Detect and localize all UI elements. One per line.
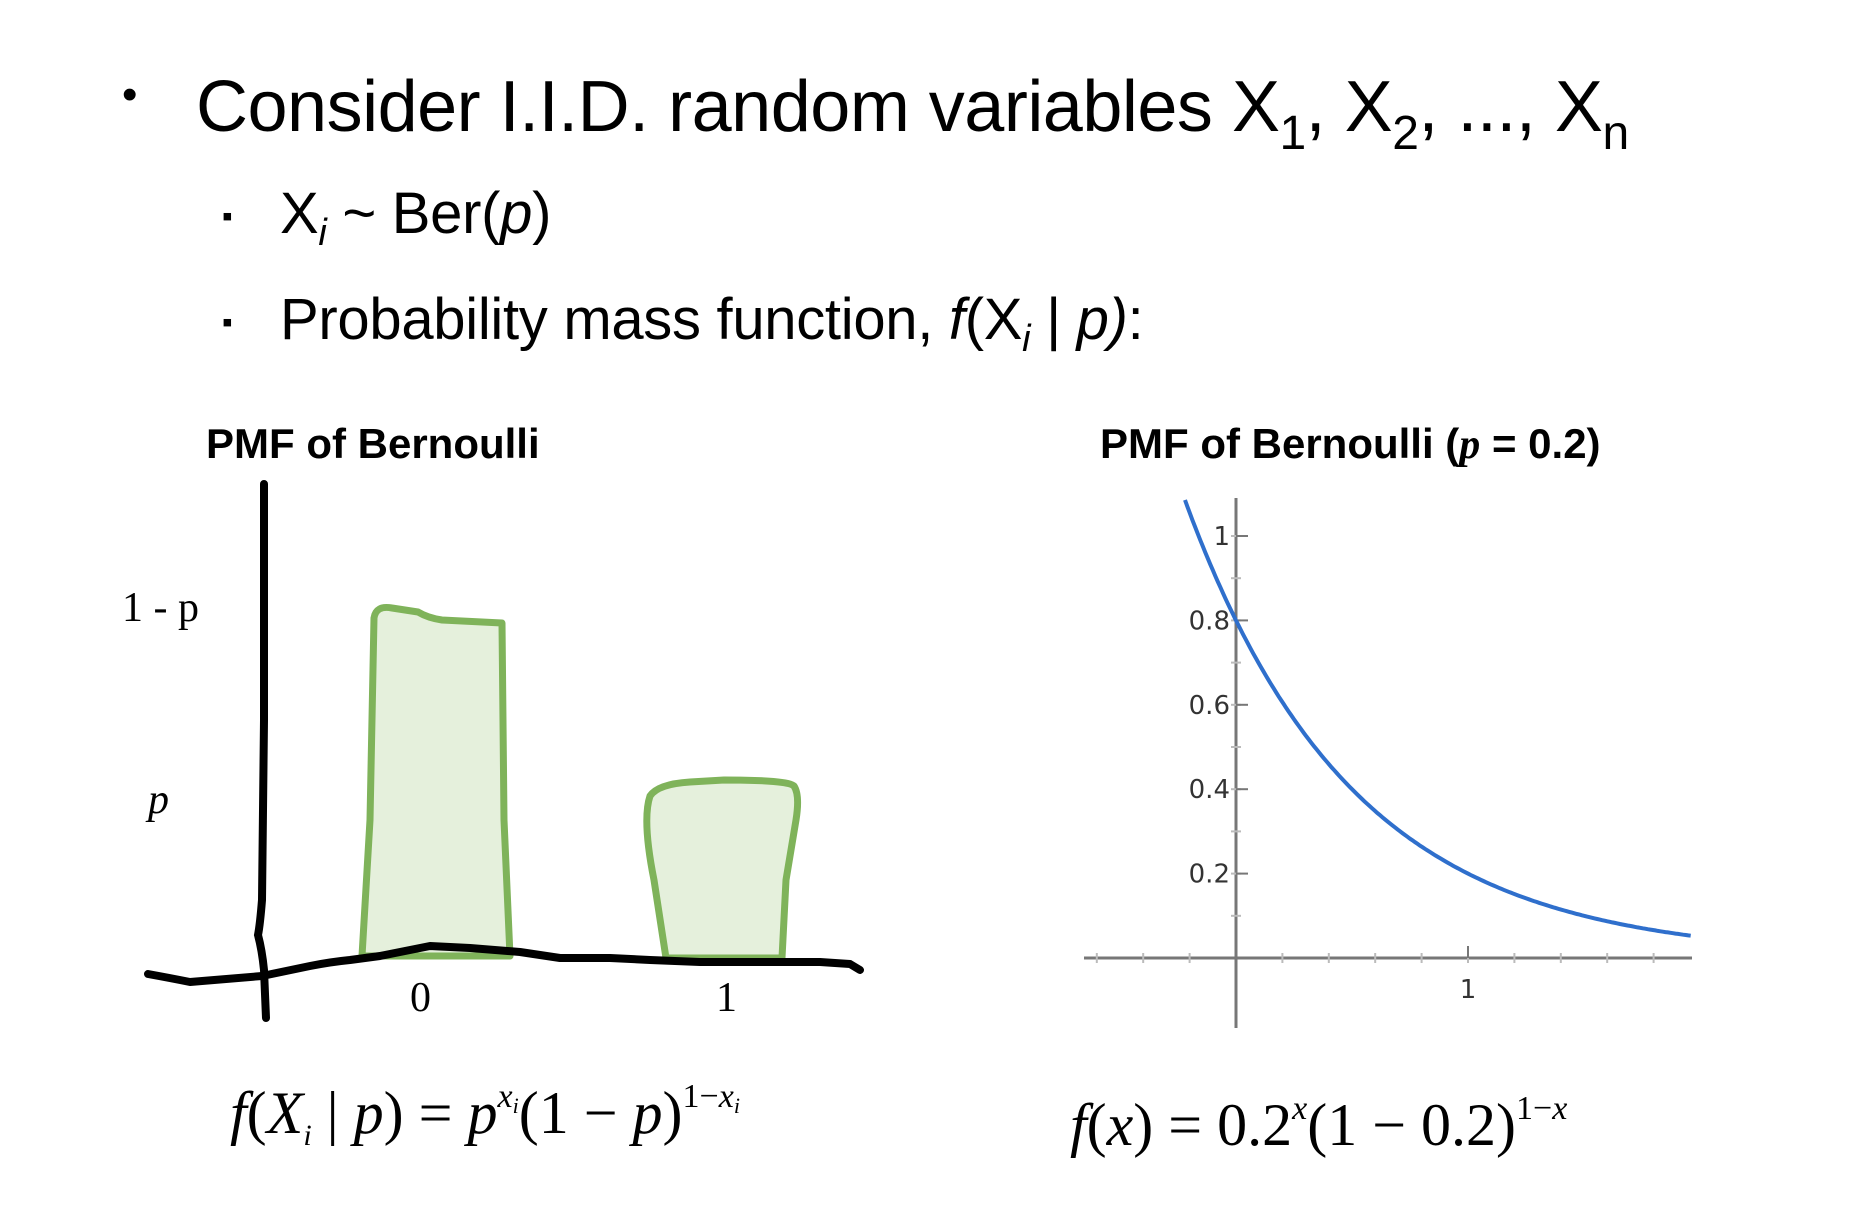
pmf-p: p) (1076, 287, 1128, 352)
intro-line: Consider I.I.D. random variables X1, X2,… (196, 66, 1629, 161)
ytick-label-1-minus-p: 1 - p (122, 585, 199, 631)
left-chart-title: PMF of Bernoulli (206, 420, 540, 467)
right-formula: f(x) = 0.2x(1 − 0.2)1−x (1070, 1090, 1568, 1158)
xtick-label-0: 0 (410, 975, 431, 1021)
pmf-prefix: Probability mass function, (280, 287, 949, 352)
sub-bullet-1: ▪ (222, 200, 233, 233)
pmf-bar: | (1030, 287, 1077, 352)
right-title-prefix: PMF of Bernoulli ( (1100, 420, 1460, 467)
y-tick-label: 0.2 (1189, 860, 1230, 890)
right-yticks: 0.2 0.4 0.6 0.8 1 (1189, 522, 1248, 890)
intro-sep-1: , X (1305, 67, 1393, 147)
y-tick-label: 0.4 (1189, 775, 1230, 805)
x-axis (144, 942, 864, 986)
ytick-label-p: p (148, 777, 169, 823)
y-axis (253, 480, 270, 1022)
sub-bullet-2: ▪ (222, 306, 233, 339)
xtick-label-1: 1 (716, 975, 737, 1021)
left-formula: f(Xi | p) = pxi(1 − p)1−xi (230, 1078, 740, 1152)
right-chart-title: PMF of Bernoulli (p = 0.2) (1100, 420, 1601, 469)
pmf-f: f (948, 287, 965, 352)
left-chart (144, 480, 864, 1022)
bar-0 (358, 604, 514, 960)
dist-param: p (500, 181, 533, 246)
pmf-line: Probability mass function, f(Xi | p): (280, 286, 1144, 361)
dist-sub: i (318, 212, 327, 254)
pmf-open: (X (964, 287, 1023, 352)
main-bullet: • (122, 70, 138, 119)
dist-var: X (280, 181, 319, 246)
y-tick-label: 0.8 (1189, 606, 1230, 636)
bar-1 (643, 776, 802, 962)
subscript-1: 1 (1279, 107, 1306, 160)
x-tick-label: 1 (1460, 975, 1477, 1005)
right-title-suffix: = 0.2) (1480, 420, 1601, 467)
intro-sep-2: , ..., X (1418, 67, 1603, 147)
y-tick-label: 1 (1213, 522, 1230, 552)
right-xticks: 1 (1460, 946, 1477, 1005)
y-tick-label: 0.6 (1189, 691, 1230, 721)
intro-text: Consider I.I.D. random variables X (196, 67, 1280, 147)
dist-mid: ~ Ber( (326, 181, 501, 246)
distribution-line: Xi ~ Ber(p) (280, 180, 551, 255)
subscript-n: n (1602, 107, 1629, 160)
right-minor-ticks (1095, 535, 1655, 963)
dist-end: ) (532, 181, 552, 246)
pmf-colon: : (1127, 287, 1144, 352)
subscript-2: 2 (1392, 107, 1419, 160)
pmf-sub: i (1022, 318, 1031, 360)
series-line (1183, 499, 1691, 938)
right-title-param: p (1459, 422, 1481, 468)
right-chart: 0.2 0.4 0.6 0.8 1 1 (1084, 498, 1692, 1028)
